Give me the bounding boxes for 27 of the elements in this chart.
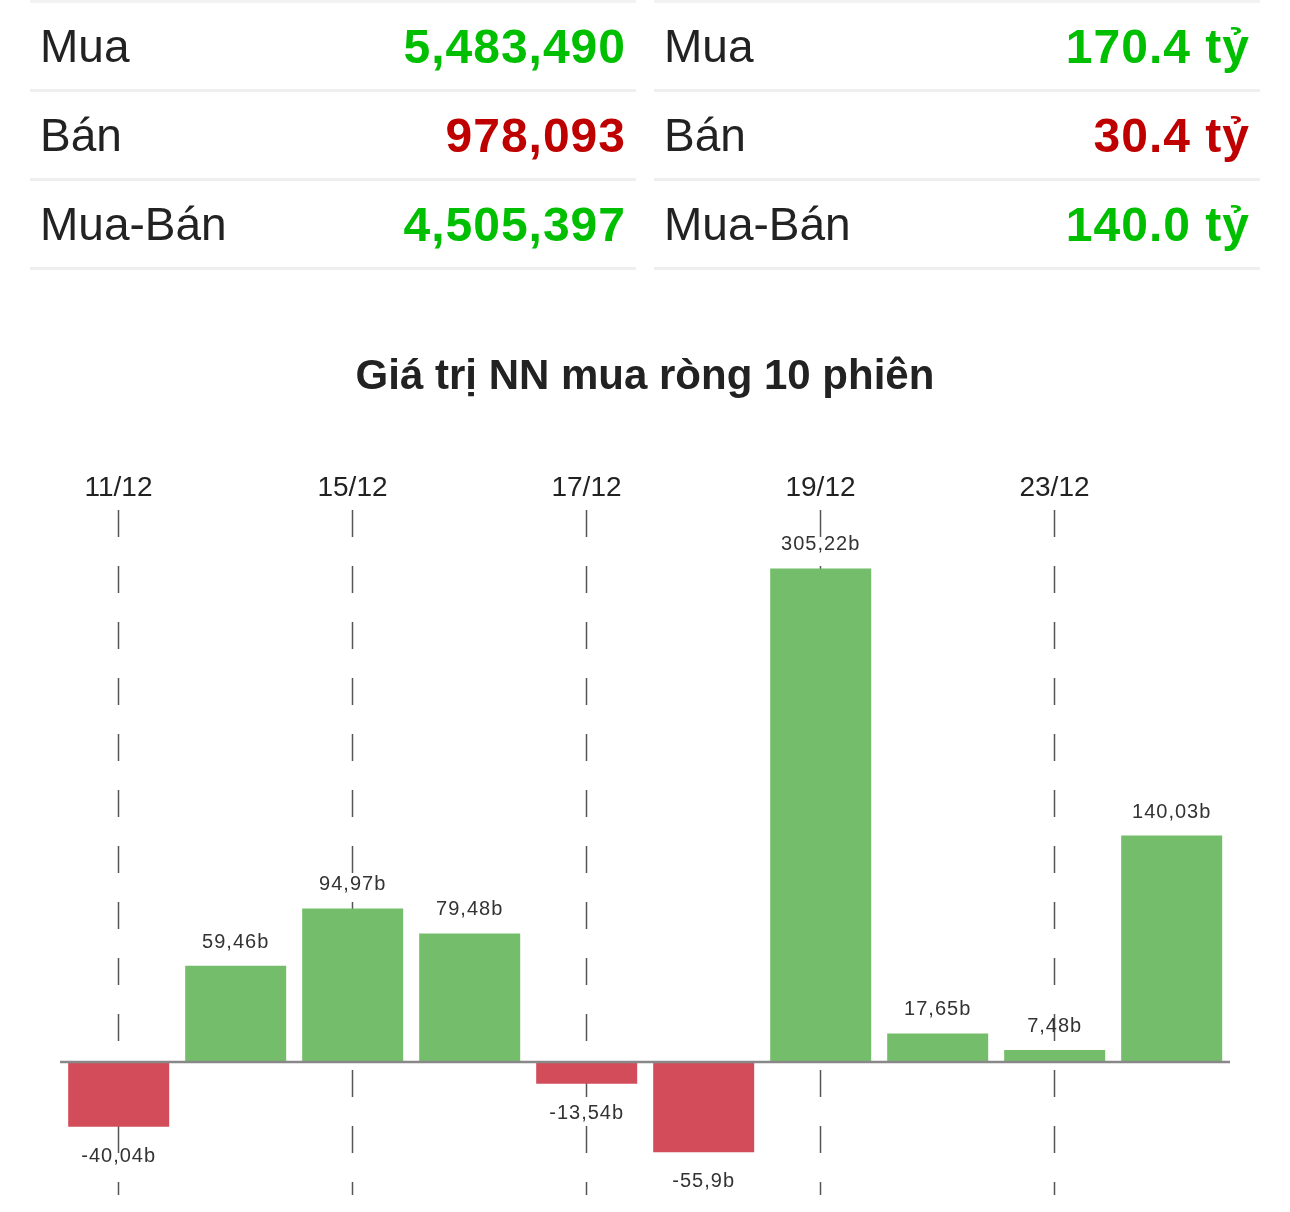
- text: 170.4 tỷ: [1065, 18, 1250, 74]
- x-tick-label: 15/12: [317, 471, 388, 502]
- x-tick-label: 17/12: [551, 471, 622, 502]
- text: Bán: [40, 108, 122, 162]
- text: 30.4 tỷ: [1093, 107, 1250, 163]
- data-label: 59,46b: [202, 929, 270, 952]
- data-label: 79,48b: [436, 897, 504, 920]
- text: 5,483,490: [403, 18, 626, 74]
- chart-title: Giá trị NN mua ròng 10 phiên: [354, 350, 936, 400]
- text: 4,505,397: [403, 196, 626, 252]
- x-tick-label: 19/12: [785, 471, 856, 502]
- text: Mua: [664, 19, 754, 73]
- data-label: 140,03b: [1132, 799, 1212, 822]
- data-label: -55,9b: [672, 1169, 736, 1192]
- text: 140.0 tỷ: [1065, 196, 1250, 252]
- x-tick-label: 23/12: [1019, 471, 1090, 502]
- text: Bán: [664, 108, 746, 162]
- data-label: -40,04b: [81, 1143, 157, 1166]
- data-label: 305,22b: [781, 532, 861, 555]
- data-label: -13,54b: [549, 1100, 625, 1123]
- data-label: 94,97b: [319, 872, 387, 895]
- text: Mua: [40, 19, 130, 73]
- text: 978,093: [445, 107, 626, 163]
- x-tick-label: 11/12: [84, 471, 153, 502]
- text: Mua-Bán: [664, 197, 851, 251]
- text: Mua-Bán: [40, 197, 227, 251]
- data-label: 17,65b: [904, 997, 972, 1020]
